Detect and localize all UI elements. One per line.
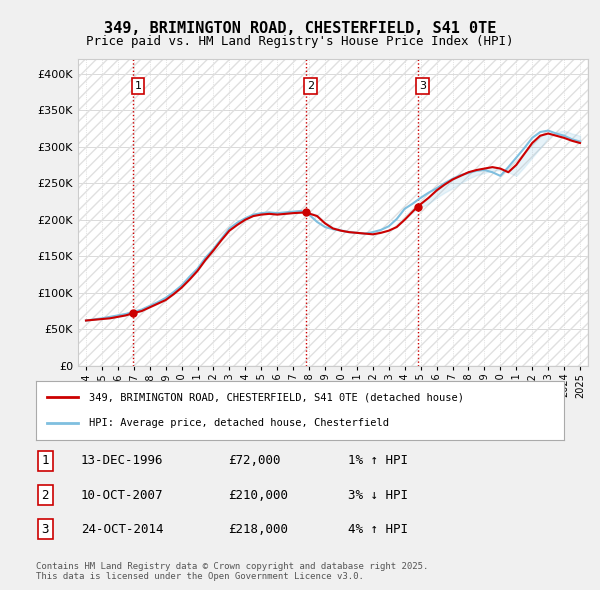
Text: £210,000: £210,000: [228, 489, 288, 502]
Text: 10-OCT-2007: 10-OCT-2007: [81, 489, 163, 502]
Text: 3: 3: [419, 81, 426, 91]
Text: 1: 1: [41, 454, 49, 467]
Text: 2: 2: [41, 489, 49, 502]
Text: 1% ↑ HPI: 1% ↑ HPI: [348, 454, 408, 467]
Text: 349, BRIMINGTON ROAD, CHESTERFIELD, S41 0TE (detached house): 349, BRIMINGTON ROAD, CHESTERFIELD, S41 …: [89, 392, 464, 402]
Text: 3: 3: [41, 523, 49, 536]
Text: 1: 1: [134, 81, 142, 91]
Text: 4% ↑ HPI: 4% ↑ HPI: [348, 523, 408, 536]
Text: HPI: Average price, detached house, Chesterfield: HPI: Average price, detached house, Ches…: [89, 418, 389, 428]
Text: 24-OCT-2014: 24-OCT-2014: [81, 523, 163, 536]
Text: Price paid vs. HM Land Registry's House Price Index (HPI): Price paid vs. HM Land Registry's House …: [86, 35, 514, 48]
Text: 2: 2: [307, 81, 314, 91]
Text: 3% ↓ HPI: 3% ↓ HPI: [348, 489, 408, 502]
Text: £218,000: £218,000: [228, 523, 288, 536]
Text: 13-DEC-1996: 13-DEC-1996: [81, 454, 163, 467]
Text: 349, BRIMINGTON ROAD, CHESTERFIELD, S41 0TE: 349, BRIMINGTON ROAD, CHESTERFIELD, S41 …: [104, 21, 496, 35]
Text: Contains HM Land Registry data © Crown copyright and database right 2025.
This d: Contains HM Land Registry data © Crown c…: [36, 562, 428, 581]
Text: £72,000: £72,000: [228, 454, 281, 467]
